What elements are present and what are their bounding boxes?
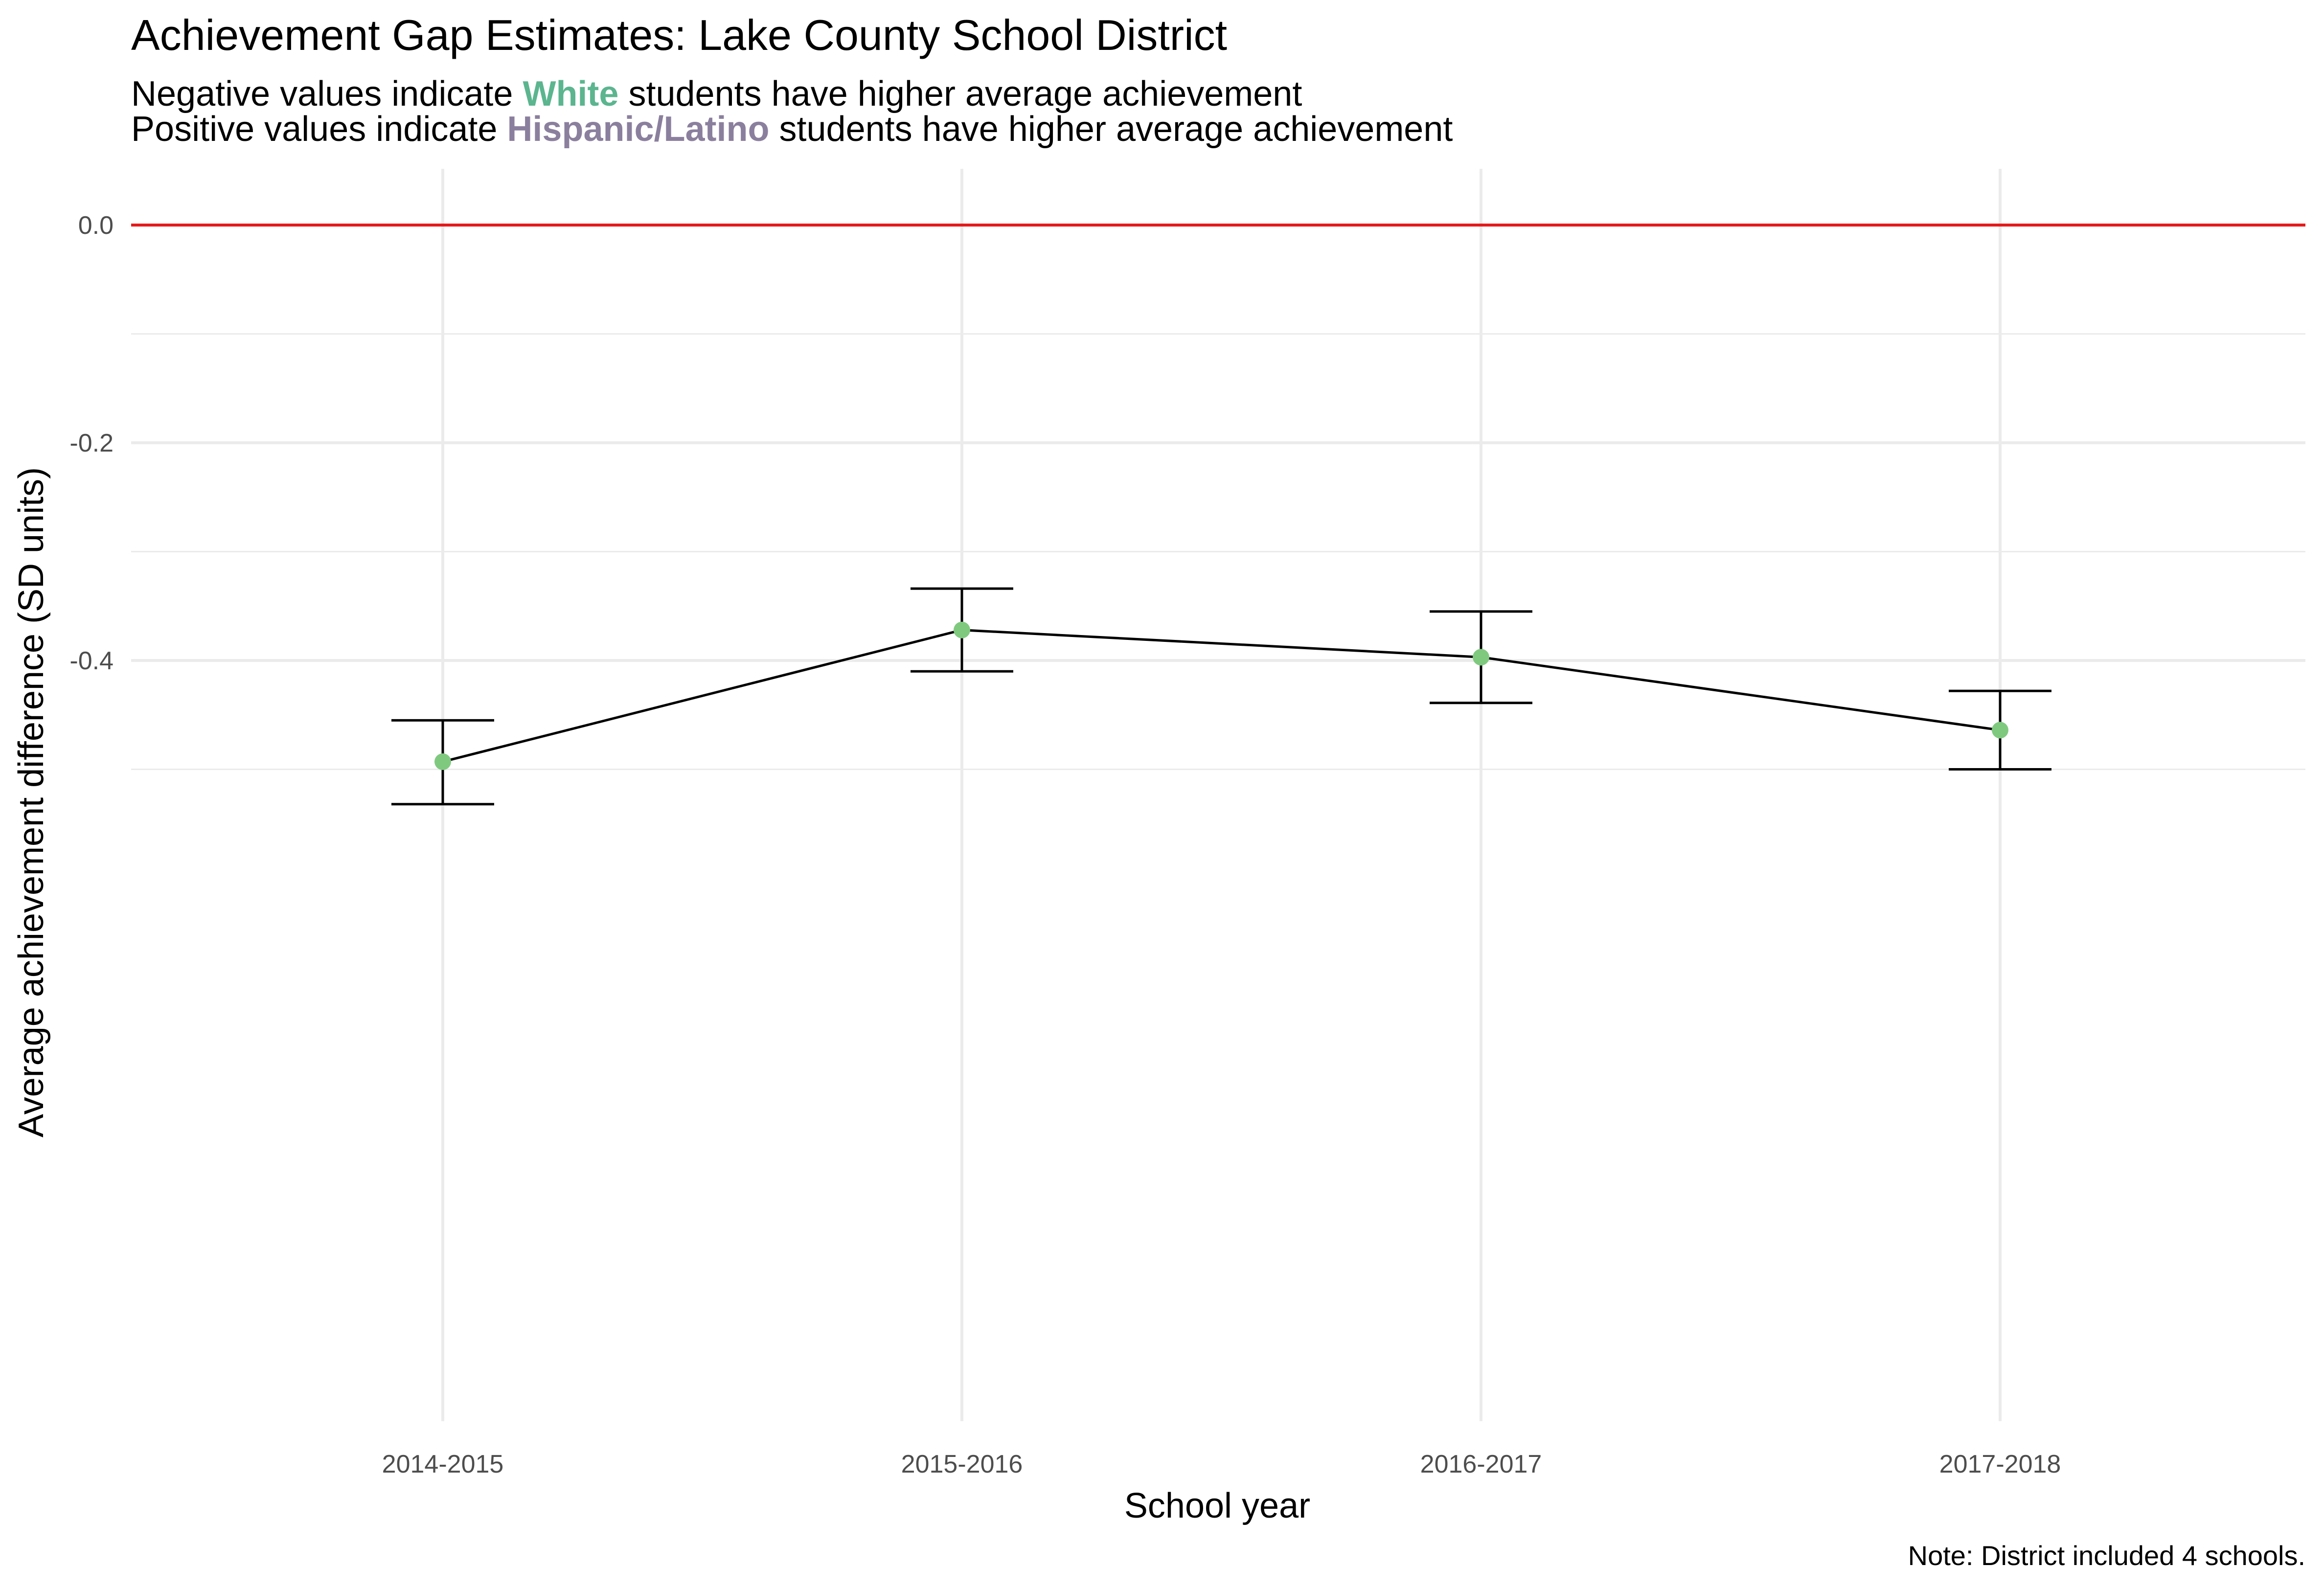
y-axis-title: Average achievement difference (SD units… (12, 467, 51, 1137)
x-tick-labels: 2014-2015 2015-2016 2016-2017 2017-2018 (382, 1450, 2061, 1478)
minor-gridlines (131, 333, 2305, 770)
subtitle-line-2: Positive values indicate Hispanic/Latino… (131, 111, 1453, 148)
highlight-white: White (523, 74, 619, 114)
y-tick-label: -0.4 (69, 647, 114, 675)
chart-caption: Note: District included 4 schools. (1908, 1540, 2305, 1571)
highlight-hispanic-latino: Hispanic/Latino (507, 110, 770, 149)
x-tick-label: 2016-2017 (1420, 1450, 1542, 1478)
data-point (954, 621, 970, 638)
series-line (442, 629, 2001, 763)
series-line-group (442, 629, 2001, 763)
x-tick-label: 2015-2016 (901, 1450, 1023, 1478)
data-point (1473, 649, 1489, 666)
chart-title: Achievement Gap Estimates: Lake County S… (131, 11, 1228, 59)
y-tick-label: 0.0 (78, 211, 114, 240)
error-bars (391, 587, 2051, 806)
subtitle-line-1: Negative values indicate White students … (131, 75, 1302, 113)
major-gridlines (131, 169, 2305, 1421)
subtitle-1-prefix: Negative values indicate (131, 74, 523, 114)
y-tick-label: -0.2 (69, 429, 114, 457)
subtitle-1-suffix: students have higher average achievement (618, 74, 1302, 114)
subtitle-2-prefix: Positive values indicate (131, 110, 507, 149)
y-tick-labels: 0.0 -0.2 -0.4 (69, 211, 114, 675)
data-points (434, 621, 2008, 770)
data-point (434, 753, 451, 770)
x-tick-label: 2014-2015 (382, 1450, 504, 1478)
x-axis-title: School year (1124, 1486, 1310, 1525)
data-point (1992, 722, 2008, 739)
subtitle-2-suffix: students have higher average achievement (769, 110, 1453, 149)
x-tick-label: 2017-2018 (1939, 1450, 2061, 1478)
